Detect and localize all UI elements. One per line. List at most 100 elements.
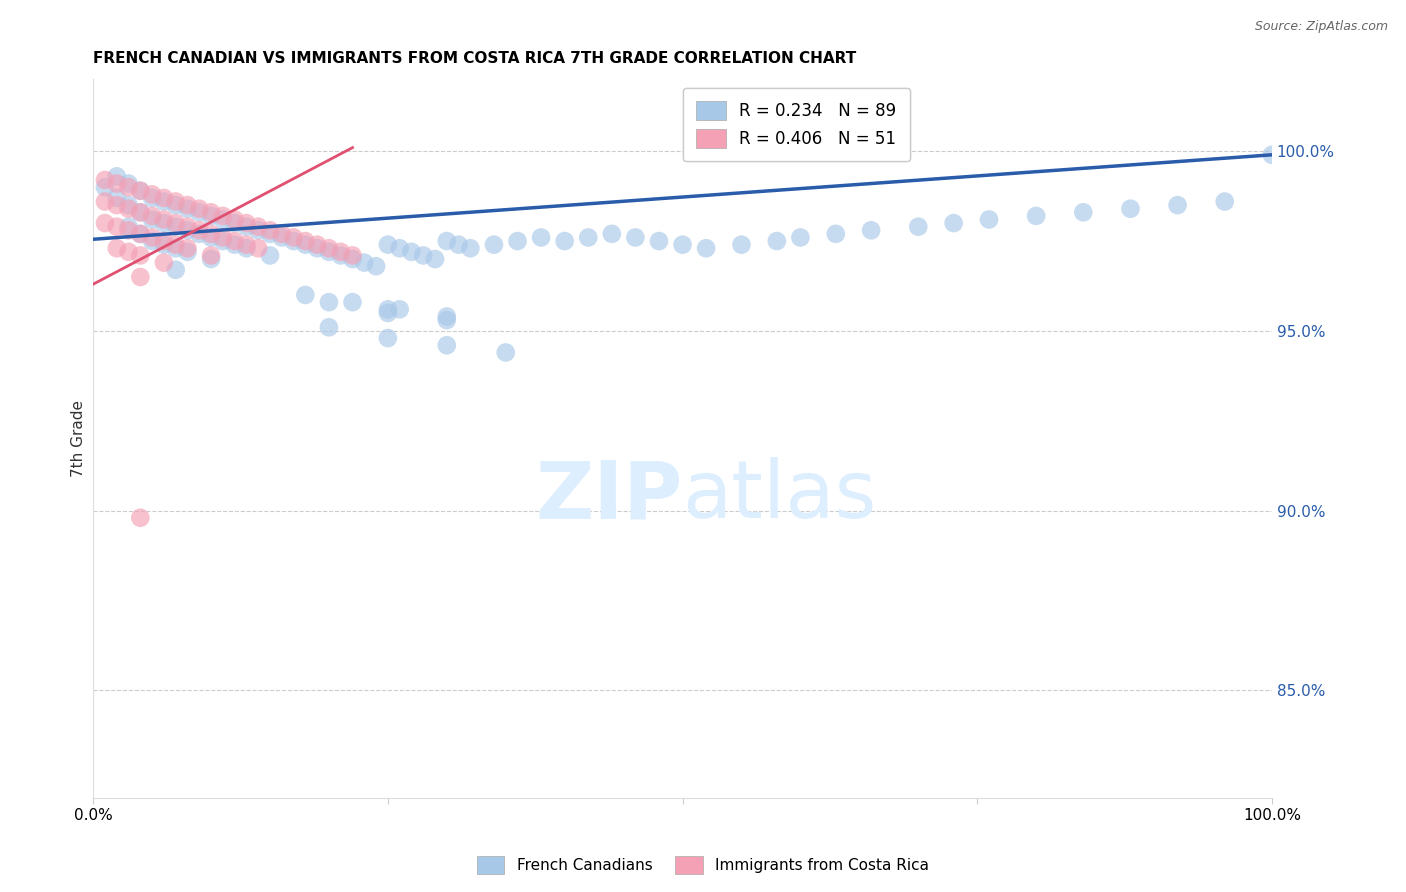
- Point: [824, 227, 846, 241]
- Point: [153, 237, 176, 252]
- Point: [318, 320, 340, 334]
- Point: [141, 187, 163, 202]
- Point: [211, 212, 233, 227]
- Point: [1213, 194, 1236, 209]
- Point: [530, 230, 553, 244]
- Point: [342, 248, 364, 262]
- Point: [117, 177, 139, 191]
- Point: [165, 237, 187, 252]
- Point: [105, 241, 128, 255]
- Point: [1025, 209, 1047, 223]
- Point: [364, 259, 387, 273]
- Point: [129, 205, 152, 219]
- Point: [165, 241, 187, 255]
- Point: [436, 234, 458, 248]
- Point: [153, 191, 176, 205]
- Point: [342, 295, 364, 310]
- Y-axis label: 7th Grade: 7th Grade: [72, 401, 86, 477]
- Point: [1261, 148, 1284, 162]
- Point: [165, 216, 187, 230]
- Point: [165, 219, 187, 234]
- Legend: French Canadians, Immigrants from Costa Rica: French Canadians, Immigrants from Costa …: [471, 850, 935, 880]
- Point: [141, 191, 163, 205]
- Point: [117, 198, 139, 212]
- Point: [329, 244, 352, 259]
- Point: [554, 234, 576, 248]
- Point: [766, 234, 789, 248]
- Point: [141, 209, 163, 223]
- Point: [600, 227, 623, 241]
- Point: [117, 219, 139, 234]
- Point: [188, 205, 211, 219]
- Point: [94, 180, 117, 194]
- Point: [329, 248, 352, 262]
- Point: [942, 216, 965, 230]
- Point: [94, 216, 117, 230]
- Point: [377, 306, 399, 320]
- Point: [235, 237, 257, 252]
- Point: [165, 262, 187, 277]
- Point: [307, 237, 329, 252]
- Point: [283, 234, 305, 248]
- Point: [200, 205, 222, 219]
- Point: [423, 252, 446, 266]
- Point: [247, 241, 270, 255]
- Point: [447, 237, 470, 252]
- Point: [270, 230, 292, 244]
- Point: [200, 209, 222, 223]
- Point: [129, 184, 152, 198]
- Point: [283, 230, 305, 244]
- Point: [259, 223, 281, 237]
- Point: [460, 241, 482, 255]
- Point: [105, 219, 128, 234]
- Point: [129, 510, 152, 524]
- Point: [200, 252, 222, 266]
- Point: [105, 198, 128, 212]
- Point: [224, 234, 246, 248]
- Point: [153, 234, 176, 248]
- Point: [153, 255, 176, 269]
- Point: [1071, 205, 1094, 219]
- Point: [318, 241, 340, 255]
- Point: [730, 237, 752, 252]
- Point: [318, 295, 340, 310]
- Point: [94, 173, 117, 187]
- Point: [129, 227, 152, 241]
- Point: [294, 234, 316, 248]
- Point: [141, 230, 163, 244]
- Point: [695, 241, 717, 255]
- Point: [495, 345, 517, 359]
- Point: [176, 241, 198, 255]
- Text: ZIP: ZIP: [536, 458, 682, 535]
- Point: [165, 194, 187, 209]
- Point: [235, 219, 257, 234]
- Point: [224, 216, 246, 230]
- Point: [482, 237, 505, 252]
- Point: [176, 219, 198, 234]
- Point: [270, 227, 292, 241]
- Point: [211, 234, 233, 248]
- Point: [377, 331, 399, 345]
- Text: FRENCH CANADIAN VS IMMIGRANTS FROM COSTA RICA 7TH GRADE CORRELATION CHART: FRENCH CANADIAN VS IMMIGRANTS FROM COSTA…: [93, 51, 856, 66]
- Point: [141, 234, 163, 248]
- Point: [259, 248, 281, 262]
- Point: [129, 227, 152, 241]
- Point: [153, 212, 176, 227]
- Point: [436, 310, 458, 324]
- Point: [401, 244, 423, 259]
- Point: [117, 202, 139, 216]
- Point: [353, 255, 375, 269]
- Point: [117, 223, 139, 237]
- Point: [412, 248, 434, 262]
- Point: [907, 219, 929, 234]
- Point: [342, 252, 364, 266]
- Point: [105, 191, 128, 205]
- Point: [105, 169, 128, 184]
- Point: [117, 244, 139, 259]
- Point: [153, 216, 176, 230]
- Point: [1119, 202, 1142, 216]
- Point: [200, 227, 222, 241]
- Point: [294, 288, 316, 302]
- Point: [141, 212, 163, 227]
- Point: [235, 216, 257, 230]
